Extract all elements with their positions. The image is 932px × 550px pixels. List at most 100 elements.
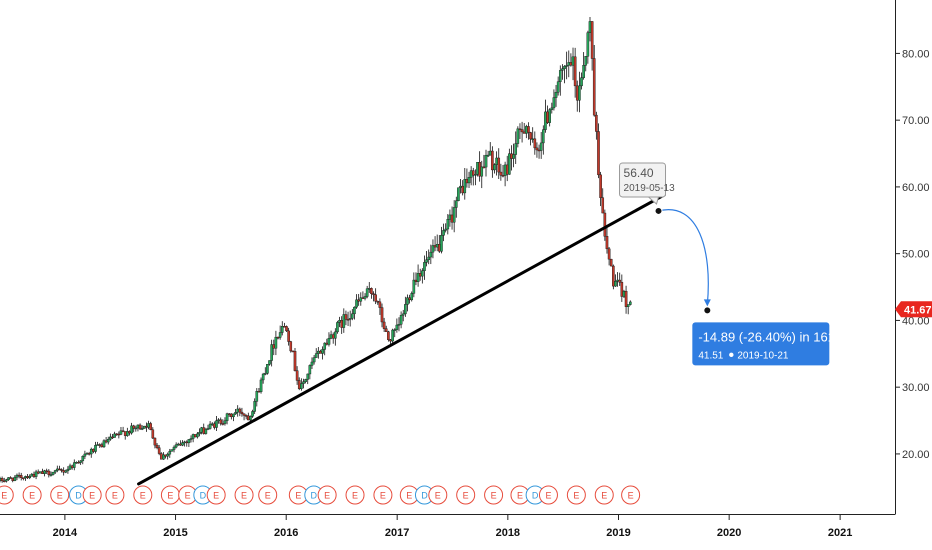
candle: [109, 433, 112, 441]
candle: [261, 372, 265, 384]
candle-body: [187, 439, 191, 444]
earnings-marker[interactable]: E: [484, 485, 504, 505]
earnings-marker[interactable]: E: [621, 485, 641, 505]
candle: [22, 477, 25, 481]
candle-body: [47, 470, 51, 475]
candle-body: [438, 244, 441, 252]
candle: [94, 441, 97, 454]
earnings-marker[interactable]: E: [82, 485, 102, 505]
candle-body: [149, 423, 152, 431]
candle-body: [503, 164, 507, 176]
candle: [126, 427, 129, 437]
earnings-marker[interactable]: E: [538, 485, 558, 505]
candle-body: [117, 433, 121, 436]
candle: [595, 111, 598, 140]
candle: [493, 163, 496, 174]
event-circle: [105, 485, 125, 505]
candle-body: [285, 326, 288, 332]
candle: [85, 452, 89, 455]
candle-body: [414, 279, 418, 283]
candle: [336, 320, 339, 334]
candle: [525, 124, 528, 139]
candle: [497, 148, 501, 179]
candle: [323, 342, 327, 356]
projection-point-dot[interactable]: [703, 306, 712, 315]
event-circle: [133, 485, 153, 505]
trend-point-dot[interactable]: [654, 206, 663, 215]
projection-box[interactable]: -14.89 (-26.40%) in 161d 41.51 2019-10-21: [692, 322, 842, 366]
event-circle: [594, 485, 614, 505]
trendline[interactable]: [137, 193, 666, 486]
candle-body: [240, 411, 244, 415]
earnings-marker[interactable]: E: [373, 485, 393, 505]
candle: [474, 169, 477, 186]
candle-body: [450, 214, 454, 223]
earnings-marker[interactable]: E: [105, 485, 125, 505]
earnings-marker[interactable]: E: [566, 485, 586, 505]
earnings-marker[interactable]: E: [160, 485, 180, 505]
candle: [289, 340, 293, 353]
earnings-marker[interactable]: E: [0, 485, 14, 505]
candle: [590, 21, 594, 71]
earnings-marker[interactable]: E: [456, 485, 476, 505]
earnings-marker[interactable]: E: [22, 485, 42, 505]
candle: [438, 235, 441, 253]
candle-body: [138, 424, 142, 430]
earnings-marker[interactable]: E: [317, 485, 337, 505]
candle-body: [452, 207, 456, 223]
candle-body: [270, 344, 273, 361]
last-price-label: 41.67: [904, 304, 932, 316]
candle: [302, 378, 305, 389]
candle: [68, 463, 72, 471]
candle: [312, 355, 316, 365]
candle-body: [41, 471, 44, 474]
earnings-marker[interactable]: E: [258, 485, 278, 505]
candle-body: [221, 423, 225, 425]
earnings-marker[interactable]: E: [345, 485, 365, 505]
candle: [612, 264, 615, 290]
earnings-marker[interactable]: E: [133, 485, 153, 505]
earnings-marker[interactable]: E: [50, 485, 70, 505]
candle: [408, 294, 411, 304]
candle-body: [185, 441, 189, 444]
candle-body: [336, 322, 339, 333]
tooltip-pointer: [647, 196, 660, 205]
earnings-marker[interactable]: E: [234, 485, 254, 505]
candle: [26, 474, 29, 479]
candle: [297, 377, 301, 391]
candle: [539, 132, 543, 159]
candle-body: [87, 453, 91, 455]
candle: [620, 274, 624, 302]
candle: [62, 467, 65, 476]
dividend-marker[interactable]: D: [525, 485, 545, 505]
candle: [174, 442, 178, 449]
candle: [469, 166, 473, 186]
candle: [227, 412, 231, 417]
candle: [11, 477, 15, 483]
candle: [13, 475, 17, 482]
trendline-layer[interactable]: [137, 193, 666, 486]
candle: [609, 258, 613, 267]
candle-body: [259, 379, 263, 392]
earnings-marker[interactable]: E: [428, 485, 448, 505]
candle-body: [334, 331, 337, 339]
candle-body: [96, 444, 99, 446]
annotations-layer[interactable]: 56.40 2019-05-13 -14.89 (-26.40%) in 161d 4…: [619, 162, 843, 366]
candle: [96, 441, 99, 446]
candle: [232, 413, 235, 422]
candle: [399, 311, 403, 329]
candle-body: [446, 219, 450, 230]
candle: [314, 348, 318, 358]
candle: [518, 123, 522, 140]
candle-body: [64, 470, 68, 473]
earnings-marker[interactable]: E: [594, 485, 614, 505]
candle: [546, 105, 549, 124]
candle-body: [512, 154, 515, 159]
candle: [304, 378, 307, 384]
candle-body: [442, 230, 445, 236]
event-label: E: [435, 491, 441, 501]
candle-body: [162, 454, 165, 460]
earnings-marker[interactable]: E: [206, 485, 226, 505]
